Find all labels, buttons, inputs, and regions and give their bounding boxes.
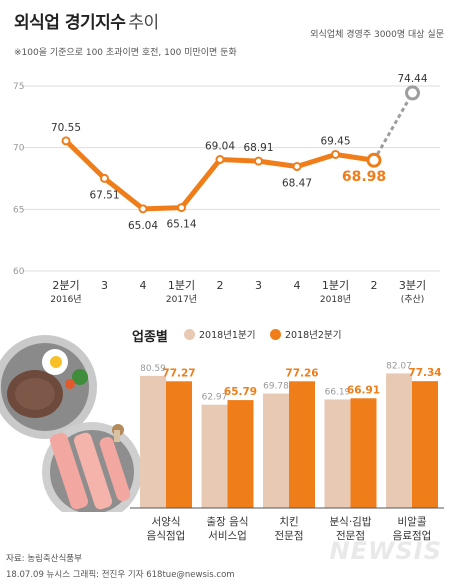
y-tick-label: 60 <box>13 267 25 277</box>
x-tick-label: 3분기 <box>399 279 426 292</box>
data-point <box>100 173 109 183</box>
index-note: ※100을 기준으로 100 초과이면 호전, 100 미만이면 둔화 <box>14 48 237 58</box>
line-value-label: 70.55 <box>51 122 81 134</box>
bar-category-label: 전문점 <box>336 530 365 542</box>
bar-value-label-q1: 69.78 <box>263 382 289 392</box>
line-value-label: 69.45 <box>320 135 350 147</box>
bars <box>140 373 438 508</box>
x-sub-label: 2017년 <box>166 294 197 305</box>
line-value-label: 65.14 <box>166 219 196 231</box>
bar-category-label: 치킨 <box>279 516 298 528</box>
x-tick-label: 4 <box>140 279 147 292</box>
line-x-labels: 2분기 2016년 3 4 1분기 2017년 2 3 4 1분기 2018년 2 3분기 (추산) <box>50 279 426 305</box>
bar-q2 <box>166 381 192 508</box>
x-sub-label: 2016년 <box>50 294 81 305</box>
x-sub-label: (추산) <box>401 294 425 305</box>
bar-value-label-q2: 66.91 <box>347 384 380 396</box>
line-value-label: 69.04 <box>205 141 235 153</box>
legend-label-q1: 2018년1분기 <box>199 330 256 341</box>
bar-value-label-q2: 77.34 <box>408 367 441 379</box>
y-tick-label: 65 <box>13 205 24 215</box>
page-title: 외식업 경기지수 추이 <box>14 8 159 33</box>
bacon-plate-icon <box>42 422 140 512</box>
data-point <box>292 162 302 172</box>
line-y-ticks: 60 65 70 75 <box>13 82 25 277</box>
bar-value-label-q1: 66.19 <box>325 387 351 397</box>
legend-swatch-q1 <box>184 328 195 340</box>
bar-value-label-q1: 80.59 <box>140 364 166 374</box>
y-tick-label: 75 <box>13 82 24 92</box>
data-point <box>177 203 186 213</box>
x-tick-label: 3 <box>255 279 262 292</box>
bar-value-label-q1: 62.97 <box>202 393 228 403</box>
x-tick-label: 2분기 <box>52 279 79 292</box>
data-point <box>61 136 71 146</box>
data-point <box>215 155 225 165</box>
x-tick-label: 3 <box>101 279 108 292</box>
bar-q2 <box>289 381 315 508</box>
bar-category-label: 분식·김밥 <box>330 516 372 528</box>
line-points <box>61 85 420 214</box>
survey-note: 외식업체 경영주 3000명 대상 실문 <box>310 30 444 40</box>
line-value-label: 65.04 <box>128 220 158 232</box>
bar-value-label-q2: 77.27 <box>162 367 195 379</box>
x-tick-label: 2 <box>371 279 378 292</box>
credit-note: 18.07.09 뉴시스 그래픽: 전진우 기자 618tue@newsis.c… <box>6 570 235 580</box>
legend-label-q2: 2018년2분기 <box>285 330 342 341</box>
food-illustration <box>0 335 140 512</box>
legend-item-q2: 2018년2분기 <box>270 327 341 341</box>
line-chart: 60 65 70 75 2분기 2016년 3 4 1분기 2017년 2 3 4 1분기 2018년 2 3… <box>13 73 440 305</box>
bar-q2 <box>227 400 254 508</box>
legend-swatch-q2 <box>270 328 281 340</box>
steak-plate-icon <box>0 335 97 439</box>
newsis-logo: NEWSIS <box>329 537 442 565</box>
line-value-label: 68.98 <box>342 169 386 185</box>
legend-item-q1: 2018년1분기 <box>184 327 255 341</box>
bar-category-label: 출장 음식 <box>207 516 249 528</box>
line-value-label: 67.51 <box>89 189 119 201</box>
x-tick-label: 4 <box>294 279 301 292</box>
bar-q2 <box>350 398 377 508</box>
bar-q1 <box>140 375 166 508</box>
title-main: 외식업 경기지수 <box>14 13 126 33</box>
line-forecast-segment <box>372 92 414 161</box>
bar-value-label-q2: 77.26 <box>285 367 318 379</box>
bar-q1 <box>263 393 289 508</box>
line-grid <box>22 85 440 272</box>
data-point <box>331 149 340 159</box>
bar-category-label: 음식점업 <box>147 529 186 542</box>
bar-q1 <box>386 373 412 508</box>
bar-q2 <box>412 381 438 508</box>
x-tick-label: 2 <box>217 279 224 292</box>
data-point <box>254 156 263 166</box>
bar-category-label: 전문점 <box>275 530 304 542</box>
forecast-point <box>405 85 420 101</box>
title-suffix: 추이 <box>128 13 159 33</box>
bar-category-label: 음료점업 <box>393 529 432 542</box>
data-point <box>138 204 148 214</box>
x-tick-label: 1분기 <box>168 279 195 292</box>
bar-value-label-q2: 65.79 <box>224 386 257 398</box>
line-value-label: 68.47 <box>282 178 312 190</box>
bar-value-label-q1: 82.07 <box>386 361 412 371</box>
source-note: 자료: 농림축산식품부 <box>6 554 82 564</box>
x-tick-label: 1분기 <box>322 279 349 292</box>
line-value-labels: 70.55 67.51 65.04 65.14 69.04 68.91 68.47 69.45… <box>51 73 428 232</box>
x-sub-label: 2018년 <box>320 294 351 305</box>
bar-chart-title: 업종별 <box>132 330 168 345</box>
highlight-point <box>366 152 382 168</box>
bar-category-label: 비알콜 <box>398 516 427 528</box>
bar-q1 <box>201 404 228 508</box>
bar-q1 <box>324 399 351 508</box>
y-tick-label: 70 <box>13 144 25 154</box>
bar-category-label: 서양식 <box>152 516 181 528</box>
line-value-label: 68.91 <box>243 142 273 154</box>
bar-category-label: 서비스업 <box>208 529 247 542</box>
line-value-label: 74.44 <box>397 73 427 85</box>
